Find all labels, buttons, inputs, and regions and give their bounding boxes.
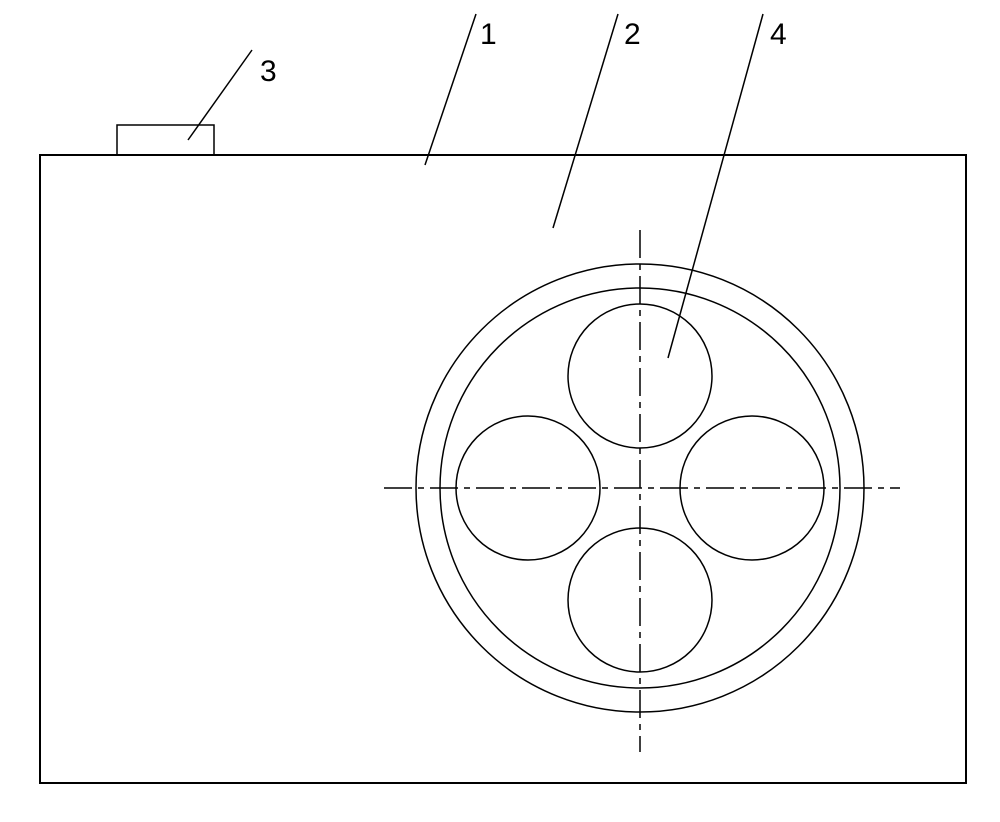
leader-2 xyxy=(553,14,618,228)
label-1: 1 xyxy=(480,18,497,52)
label-2: 2 xyxy=(624,18,641,52)
tab-rect xyxy=(117,125,214,155)
label-3: 3 xyxy=(260,55,277,89)
leader-3 xyxy=(188,50,252,140)
leader-1 xyxy=(425,14,476,165)
diagram-canvas xyxy=(0,0,1000,822)
label-4: 4 xyxy=(770,18,787,52)
leader-4 xyxy=(668,14,763,358)
body-rect xyxy=(40,155,966,783)
